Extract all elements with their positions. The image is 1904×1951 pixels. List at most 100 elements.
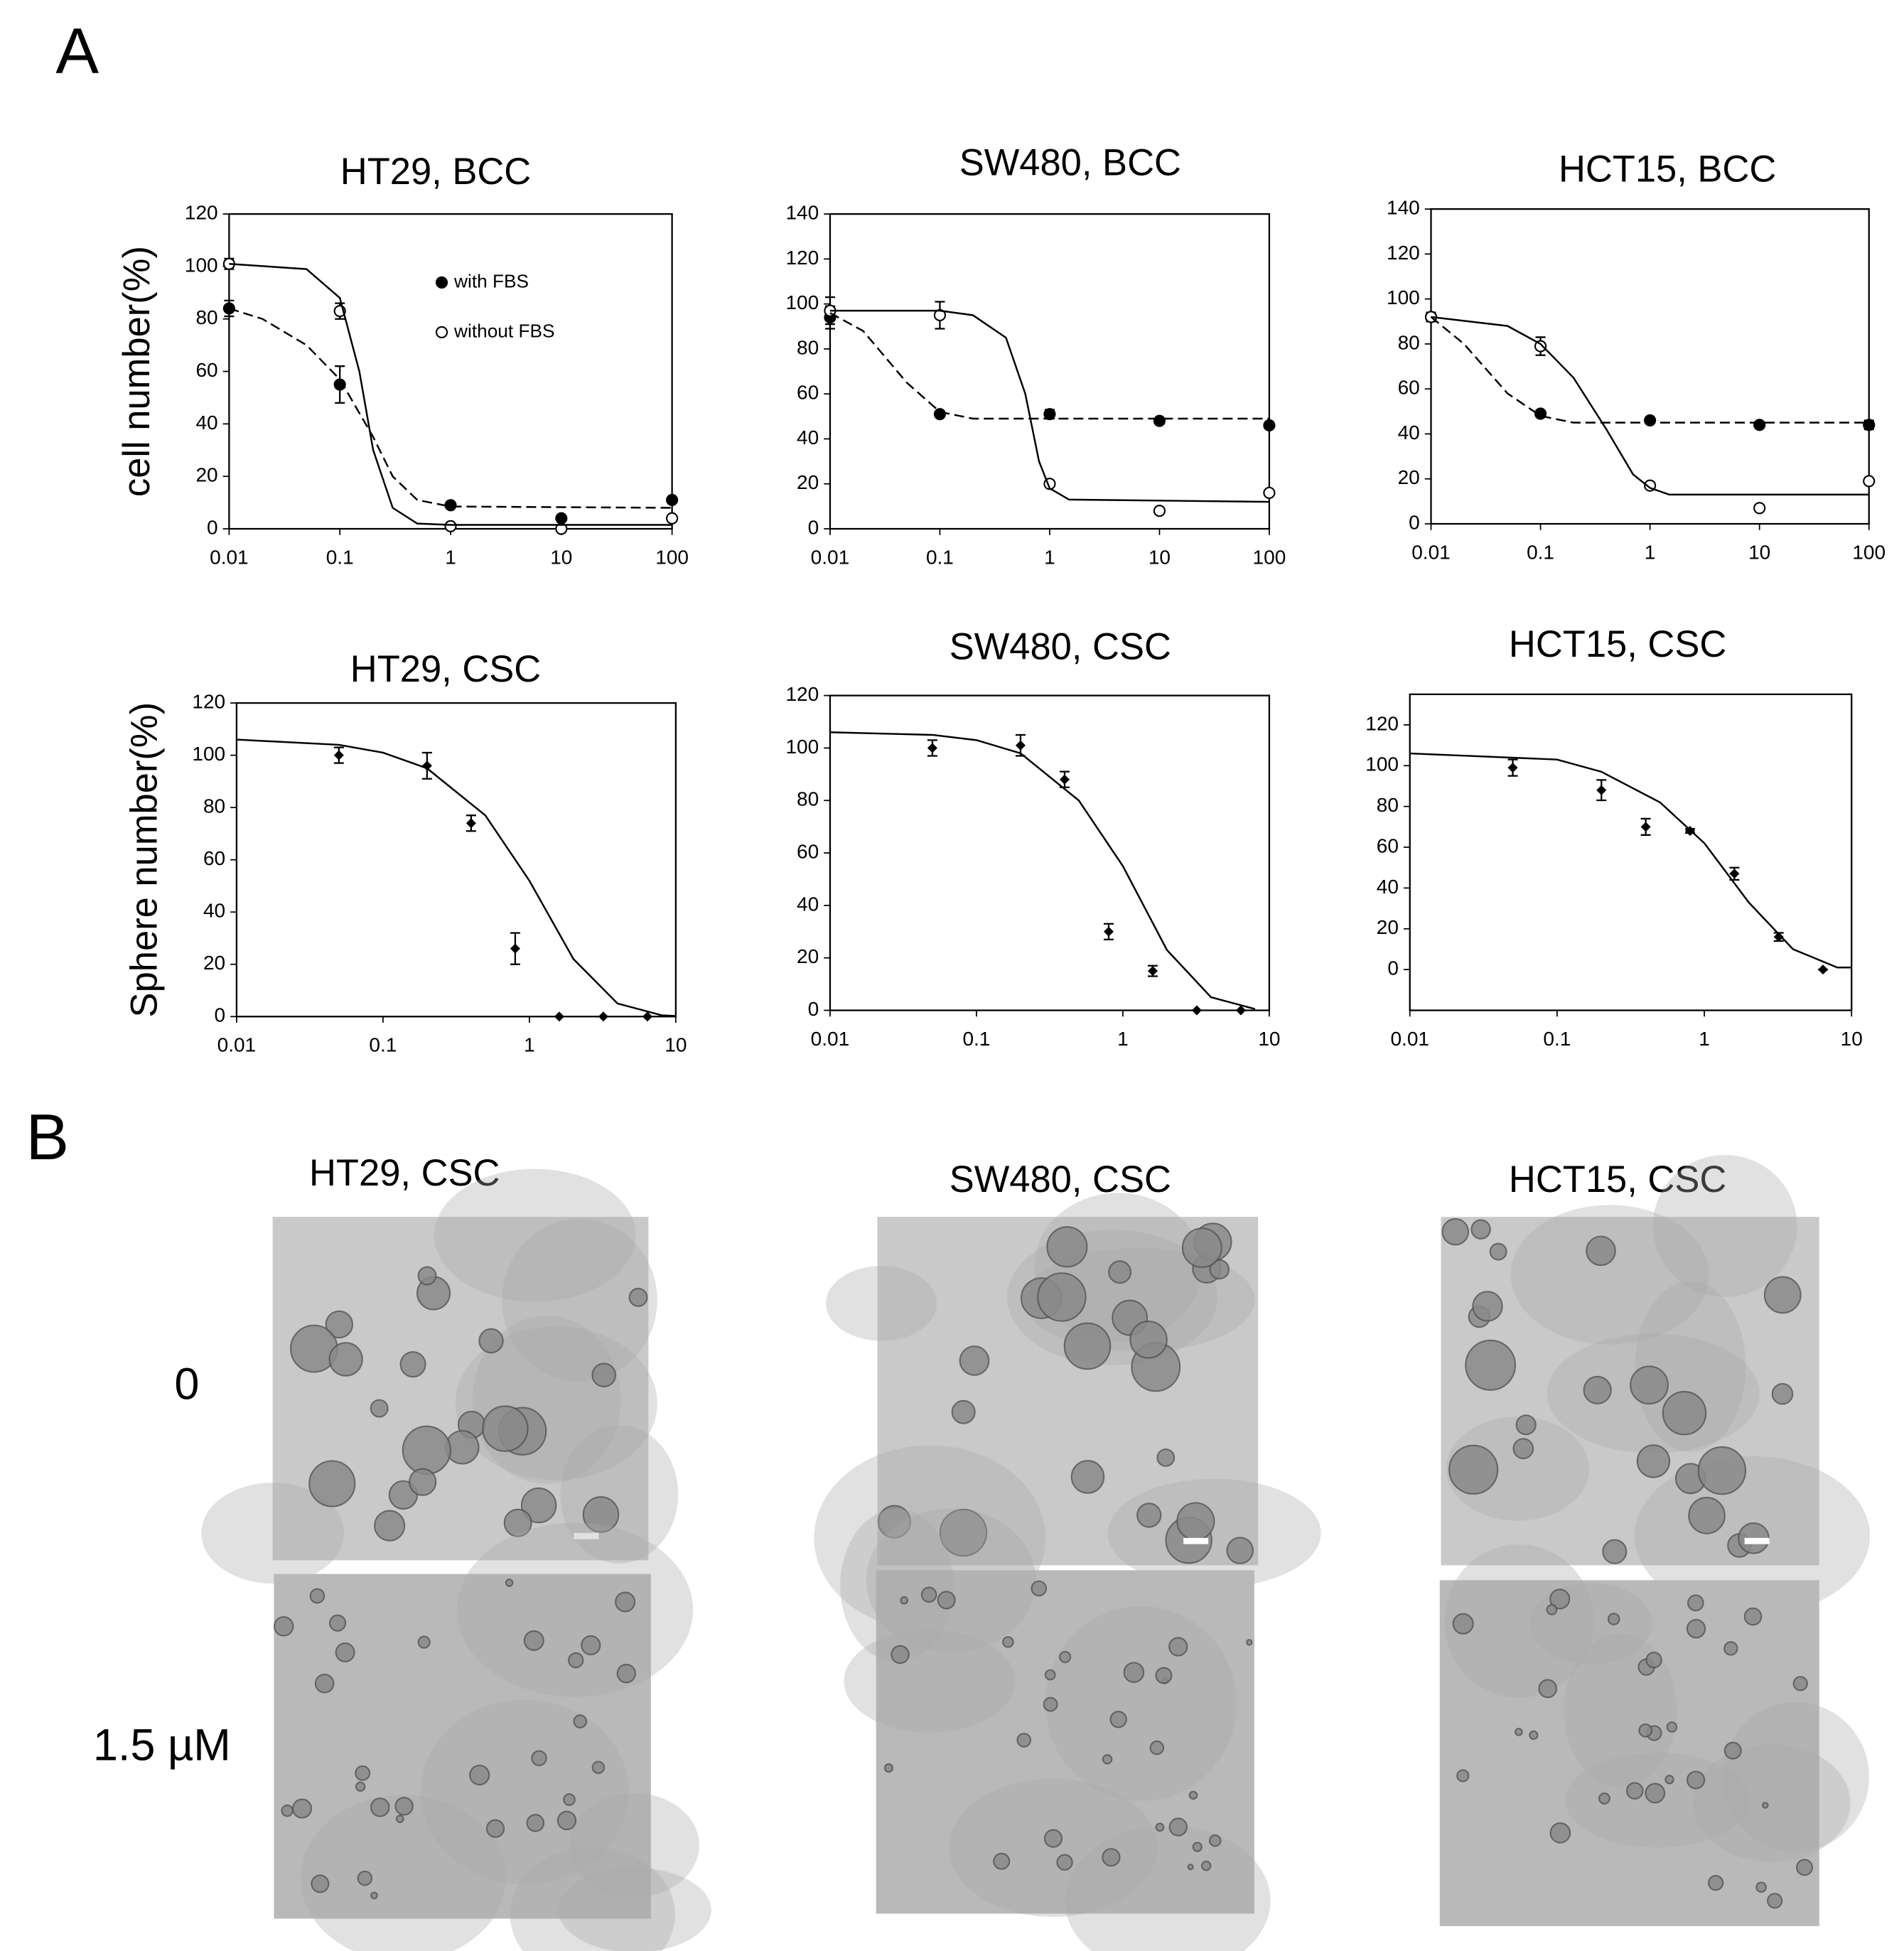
micrograph-shading [949, 1778, 1158, 1918]
y-tick-label: 0 [215, 1004, 226, 1026]
data-point [666, 493, 679, 506]
x-tick-label: 0.01 [811, 1028, 850, 1050]
sphere [314, 1673, 335, 1694]
chart: HT29, BCC cell number(%) 0 20 40 60 80 100 120 0.… [116, 151, 689, 568]
sphere [1226, 1537, 1254, 1564]
sphere [394, 1797, 414, 1816]
chart-title: SW480, BCC [959, 142, 1181, 184]
y-tick-label: 0 [207, 516, 218, 538]
y-axis-label: cell number(%) [116, 246, 158, 497]
x-tick-label: 0.1 [962, 1028, 990, 1050]
y-tick-label: 20 [1377, 916, 1399, 938]
plot-frame [1409, 693, 1853, 1011]
y-tick-label: 20 [203, 952, 225, 974]
y-tick-label: 80 [1398, 331, 1420, 353]
chart-title: SW480, CSC [950, 626, 1171, 668]
data-point [1753, 502, 1766, 515]
sphere [1636, 1444, 1671, 1478]
sphere [616, 1663, 636, 1684]
sphere [1607, 1613, 1620, 1625]
sphere [628, 1287, 648, 1307]
sphere [937, 1591, 956, 1610]
sphere [1044, 1669, 1056, 1681]
x-tick-label: 0.01 [1411, 541, 1450, 563]
sphere [1792, 1676, 1808, 1692]
sphere [1549, 1589, 1571, 1610]
x-tick-label: 10 [550, 546, 572, 568]
data-point [466, 818, 476, 829]
micrograph [274, 1522, 711, 1951]
sphere [1187, 1864, 1194, 1871]
micrograph-shading [300, 1795, 506, 1951]
y-tick-label: 120 [185, 202, 218, 224]
sphere [395, 1815, 404, 1824]
sphere [1448, 1444, 1499, 1495]
sphere [581, 1635, 601, 1655]
sphere [1538, 1679, 1558, 1699]
y-tick-label: 120 [785, 247, 819, 269]
sphere [526, 1814, 545, 1832]
data-point [598, 1011, 608, 1022]
sphere [355, 1765, 371, 1781]
sphere [1046, 1226, 1088, 1268]
x-tick-label: 0.01 [210, 546, 249, 568]
sphere [591, 1761, 606, 1774]
y-tick-label: 60 [797, 840, 819, 862]
y-tick-label: 120 [1365, 712, 1399, 734]
sphere [1686, 1618, 1706, 1639]
sphere [1664, 1775, 1674, 1785]
x-tick-label: 1 [1699, 1028, 1710, 1050]
sphere [335, 1642, 355, 1662]
sphere [1200, 1860, 1212, 1871]
data-point [933, 408, 947, 421]
sphere [328, 1614, 347, 1632]
chart-title: HT29, BCC [340, 151, 531, 193]
chart: HCT15, BCC 0 20 40 60 80 100 120 140 0.01 0.1 1 10 10… [1387, 148, 1886, 563]
fit-curve [229, 263, 672, 526]
y-tick-label: 120 [785, 683, 819, 705]
sphere [485, 1819, 505, 1838]
sphere [417, 1635, 431, 1649]
fit-curve [829, 731, 1256, 1010]
sphere [1583, 1375, 1612, 1404]
micrograph-background [1441, 1217, 1819, 1566]
x-tick-label: 0.01 [1390, 1028, 1429, 1050]
chart: SW480, BCC 0 20 40 60 80 100 120 140 0.01 0.1 1 10 10… [785, 142, 1286, 569]
sphere [355, 1781, 366, 1792]
x-tick-label: 10 [1841, 1028, 1863, 1050]
y-tick-label: 0 [1387, 957, 1399, 979]
y-tick-label: 100 [192, 743, 225, 765]
x-tick-label: 1 [1044, 546, 1055, 568]
sphere [568, 1652, 584, 1669]
sphere [1168, 1637, 1188, 1657]
x-tick-label: 0.01 [811, 546, 850, 568]
sphere [1515, 1727, 1523, 1736]
x-tick-label: 100 [655, 546, 689, 568]
y-tick-label: 60 [195, 359, 217, 381]
sphere [505, 1579, 514, 1587]
sphere [1129, 1321, 1168, 1359]
y-tick-label: 60 [203, 847, 225, 869]
data-point [1015, 740, 1026, 751]
sphere [1156, 1449, 1176, 1467]
data-point [1235, 1005, 1246, 1016]
micrograph-shading [1652, 1154, 1797, 1297]
sphere [1070, 1460, 1105, 1494]
legend-label: with FBS [453, 270, 529, 291]
x-tick-label: 100 [1253, 546, 1286, 568]
sphere [281, 1804, 294, 1817]
column-title: HCT15, CSC [1509, 1159, 1726, 1200]
x-tick-label: 10 [665, 1034, 687, 1056]
x-tick-label: 0.1 [326, 546, 354, 568]
sphere [1155, 1667, 1173, 1684]
sphere [1630, 1365, 1669, 1405]
data-point [555, 522, 568, 535]
sphere [1546, 1603, 1558, 1616]
chart: SW480, CSC 0 20 40 60 80 100 120 0.01 0.1 1 10 [785, 626, 1280, 1050]
sphere [291, 1798, 313, 1819]
scale-bar [574, 1532, 599, 1539]
micrograph-shading [866, 1508, 1036, 1653]
sphere [1586, 1235, 1616, 1267]
micrograph-shading [826, 1266, 937, 1341]
sphere [1755, 1881, 1767, 1893]
